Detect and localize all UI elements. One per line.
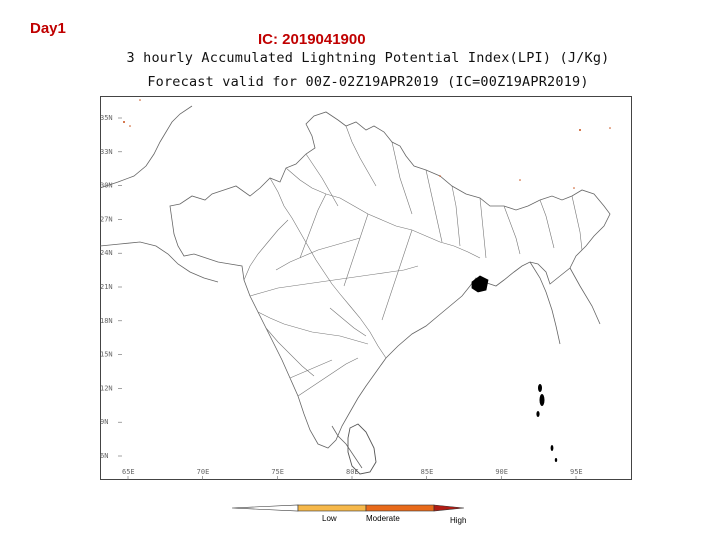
legend-arrow-left xyxy=(232,504,299,512)
ic-label: IC: 2019041900 xyxy=(258,31,366,48)
y-tick-label: 15N xyxy=(100,351,113,359)
legend-label-moderate: Moderate xyxy=(366,514,400,523)
lpi-high-area xyxy=(471,275,489,293)
coastline-boundaries xyxy=(100,105,611,469)
map-frame xyxy=(100,96,632,480)
x-tick-label: 85E xyxy=(421,468,434,476)
andaman-islands xyxy=(536,384,558,462)
map-subtitle: Forecast valid for 00Z-02Z19APR2019 (IC=… xyxy=(147,74,589,90)
y-tick-label: 33N xyxy=(100,148,113,156)
x-tick-label: 75E xyxy=(271,468,284,476)
legend-low xyxy=(297,504,367,512)
x-tick-label: 65E xyxy=(122,468,135,476)
y-tick-label: 9N xyxy=(100,418,108,426)
x-tick-label: 95E xyxy=(570,468,583,476)
y-tick-label: 18N xyxy=(100,317,113,325)
x-axis-ticks: 65E 70E 75E 80E 85E 90E 95E xyxy=(122,468,583,480)
map-title: 3 hourly Accumulated Lightning Potential… xyxy=(126,50,610,66)
y-tick-label: 12N xyxy=(100,384,113,392)
lpi-low-spots xyxy=(123,99,611,189)
x-tick-label: 90E xyxy=(495,468,508,476)
y-tick-label: 35N xyxy=(100,114,113,122)
legend-label-low: Low xyxy=(322,514,337,523)
y-tick-label: 30N xyxy=(100,182,113,190)
india-map: 35N 33N 30N 27N 24N 21N 18N 15N 12N 9N 6N 65E 70E 75… xyxy=(100,99,611,480)
sri-lanka xyxy=(347,423,377,475)
district-boundaries xyxy=(243,125,583,397)
legend-moderate xyxy=(365,504,435,512)
y-tick-label: 6N xyxy=(100,452,108,460)
legend-label-high: High xyxy=(450,516,466,525)
y-axis-ticks: 35N 33N 30N 27N 24N 21N 18N 15N 12N 9N 6N xyxy=(100,114,122,460)
day-label: Day1 xyxy=(30,20,66,37)
legend-high xyxy=(433,504,465,512)
y-tick-label: 21N xyxy=(100,283,113,291)
y-tick-label: 24N xyxy=(100,249,113,257)
x-tick-label: 70E xyxy=(197,468,210,476)
y-tick-label: 27N xyxy=(100,215,113,223)
legend: Low Moderate High xyxy=(232,504,466,525)
x-tick-label: 80E xyxy=(346,468,359,476)
